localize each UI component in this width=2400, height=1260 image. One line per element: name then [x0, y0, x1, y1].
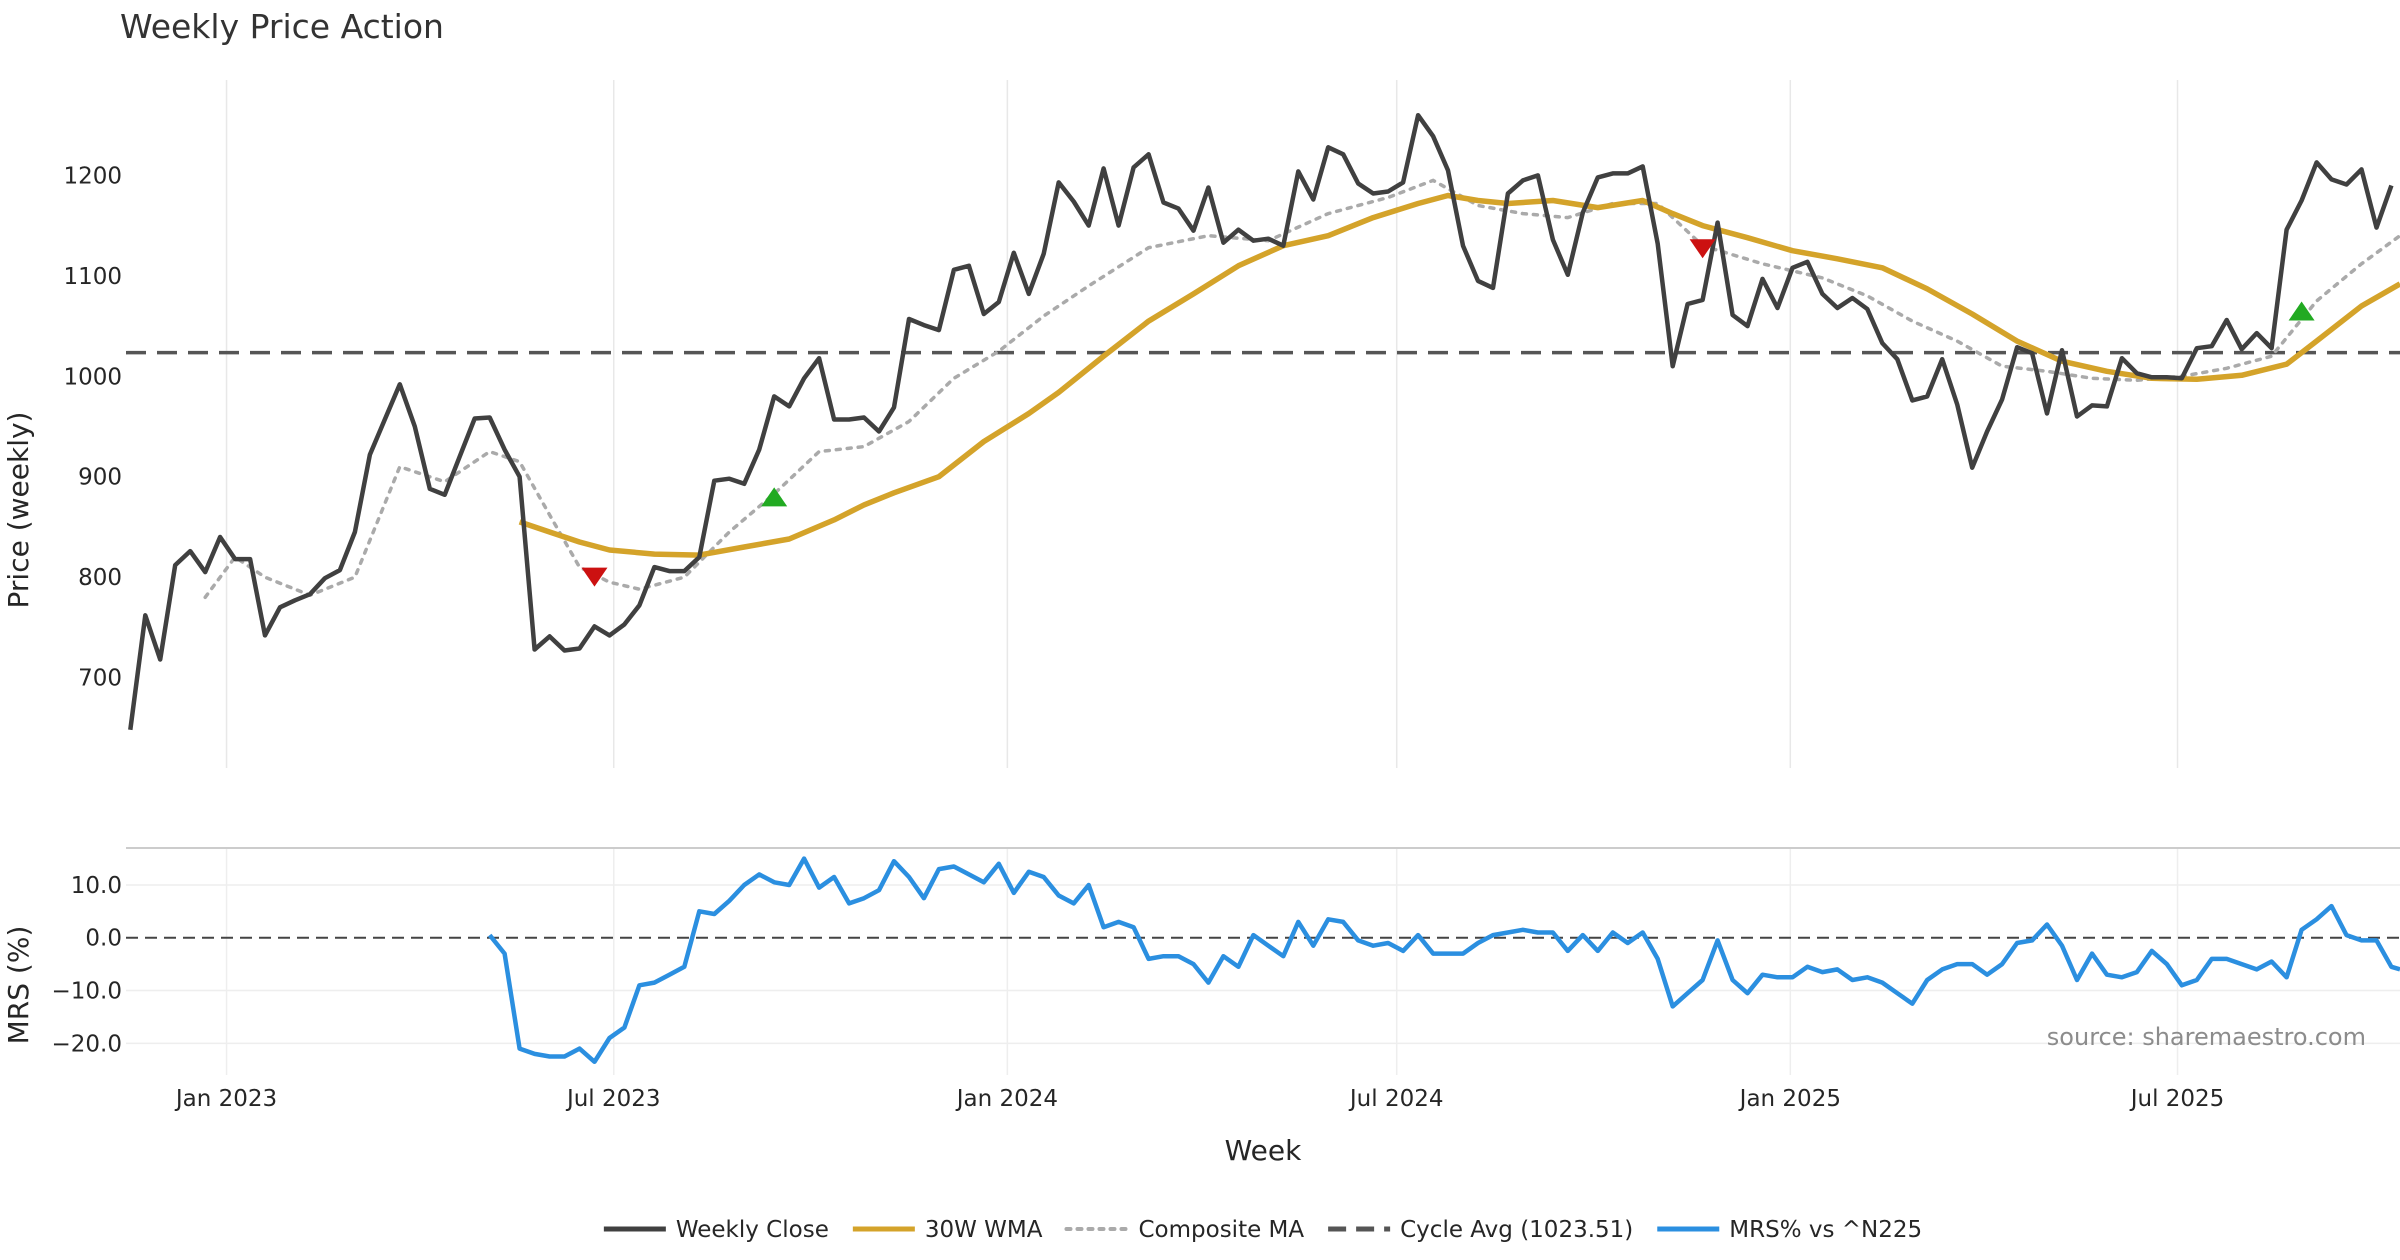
x-tick-label: Jul 2025	[2129, 1086, 2225, 1112]
price-panel-grid	[225, 80, 2179, 768]
price-y-tick-label: 1000	[63, 364, 122, 390]
legend-item: 30W WMA	[852, 1217, 1043, 1243]
source-note: source: sharemaestro.com	[2047, 1023, 2366, 1051]
price-y-tick-label: 1200	[63, 163, 122, 189]
weekly-close-line	[128, 112, 2394, 731]
buy-signal-marker	[761, 487, 788, 507]
legend-label: Composite MA	[1138, 1217, 1304, 1243]
legend-item: MRS% vs ^N225	[1657, 1217, 1922, 1243]
price-y-tick-label: 1100	[63, 264, 122, 290]
x-tick-label: Jan 2025	[1738, 1086, 1841, 1112]
legend-item: Weekly Close	[603, 1217, 829, 1243]
legend-label: 30W WMA	[925, 1217, 1043, 1243]
mrs-y-tick-label: 10.0	[71, 873, 122, 899]
mrs-y-tick-label: −10.0	[52, 979, 122, 1005]
price-y-tick-label: 900	[78, 465, 122, 491]
composite-ma-line	[203, 178, 2400, 600]
mrs-y-axis-label: MRS (%)	[2, 926, 35, 1045]
mrs-line	[487, 856, 2400, 1065]
sell-signal-marker	[581, 567, 608, 587]
x-tick-label: Jul 2024	[1348, 1086, 1444, 1112]
legend-label: Weekly Close	[676, 1217, 829, 1243]
x-tick-label: Jul 2023	[565, 1086, 661, 1112]
x-tick-label: Jan 2023	[174, 1086, 277, 1112]
mrs-panel-grid	[126, 847, 2400, 1075]
mrs-series-group	[487, 856, 2400, 1065]
legend-item: Composite MA	[1064, 1217, 1304, 1243]
legend-item: Cycle Avg (1023.51)	[1328, 1217, 1633, 1243]
x-axis-ticks: Jan 2023 Jul 2023 Jan 2024 Jul 2024 Jan 2025…	[174, 1086, 2224, 1112]
buy-signal-marker	[2288, 301, 2315, 321]
price-y-axis-label: Price (weekly)	[2, 412, 35, 609]
price-y-tick-label: 700	[78, 666, 122, 692]
legend-label: MRS% vs ^N225	[1729, 1217, 1922, 1243]
x-tick-label: Jan 2024	[955, 1086, 1058, 1112]
mrs-y-tick-label: −20.0	[52, 1031, 122, 1057]
price-series-group	[126, 112, 2400, 731]
chart-title: Weekly Price Action	[120, 7, 444, 46]
mrs-y-axis-ticks: −20.0 −10.0 0.0 10.0	[52, 873, 122, 1057]
price-y-axis-ticks: 700 800 900 1000 1100 1200	[63, 163, 122, 691]
mrs-y-tick-label: 0.0	[85, 926, 122, 952]
wma30-line	[518, 192, 2400, 558]
price-y-tick-label: 800	[78, 565, 122, 591]
sell-signal-marker	[1689, 239, 1716, 259]
x-axis-label: Week	[1225, 1134, 1302, 1167]
legend-label: Cycle Avg (1023.51)	[1400, 1217, 1633, 1243]
legend: Weekly Close 30W WMA Composite MA Cycle Avg…	[603, 1217, 1922, 1243]
